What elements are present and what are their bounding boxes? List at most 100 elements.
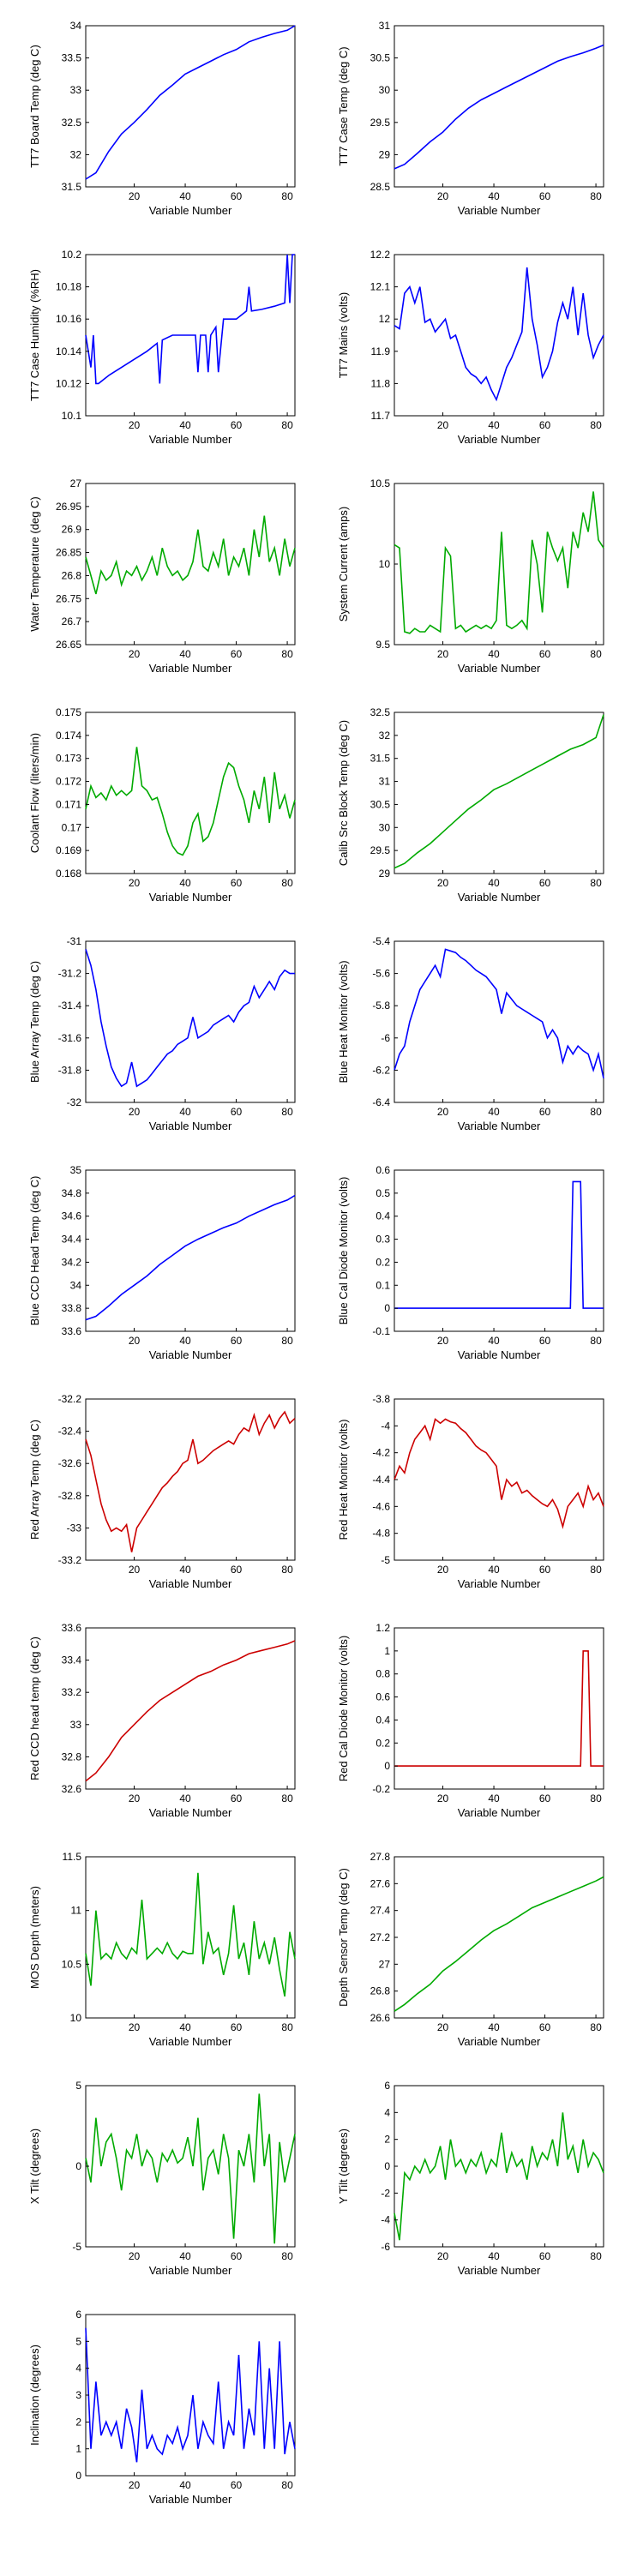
y-tick-label: -33 [67, 1522, 82, 1534]
y-tick-label: -33.2 [58, 1554, 82, 1566]
y-tick-label: 33 [70, 1719, 82, 1731]
y-tick-label: 0.2 [376, 1737, 390, 1749]
x-tick-label: 60 [231, 1792, 243, 1804]
x-tick-label: 20 [129, 648, 141, 660]
x-tick-label: 60 [231, 190, 243, 202]
plot-area [85, 1398, 296, 1561]
chart-panel: 20 40 60 80 9.5 10 10.5 Variable Number System C… [337, 477, 604, 675]
plot-area [85, 483, 296, 646]
y-tick-label: 30 [379, 84, 391, 96]
x-tick-label: 60 [231, 877, 243, 889]
x-tick-label: 20 [129, 1335, 141, 1347]
x-tick-label: 40 [179, 419, 191, 431]
x-tick-label: 80 [590, 1792, 602, 1804]
y-tick-label: -5 [72, 2241, 81, 2253]
y-tick-label: 27 [70, 477, 82, 489]
y-axis-label: TT7 Case Temp (deg C) [337, 46, 350, 165]
y-tick-label: 10.18 [56, 281, 81, 293]
y-axis-label: Blue Cal Diode Monitor (volts) [337, 1177, 350, 1325]
y-axis-label: Red Heat Monitor (volts) [337, 1420, 350, 1540]
series-line [394, 44, 604, 170]
y-tick-label: 30.5 [370, 798, 391, 810]
chart-panel: 20 40 60 80 26.65 26.7 26.75 26.8 26.85 26.9 26.95… [28, 477, 296, 675]
x-tick-label: 20 [129, 190, 141, 202]
x-tick-label: 60 [231, 1106, 243, 1118]
y-tick-label: 34 [70, 20, 82, 32]
y-tick-label: 9.5 [376, 639, 390, 651]
chart-panel: 20 40 60 80 26.6 26.8 27 27.2 27.4 27.6 27.8 Variab… [337, 1851, 604, 2048]
x-tick-label: 80 [590, 190, 602, 202]
x-axis-label: Variable Number [149, 2035, 232, 2048]
y-tick-label: 4 [384, 2106, 390, 2118]
x-tick-label: 80 [590, 877, 602, 889]
x-tick-label: 60 [539, 2021, 551, 2033]
x-tick-label: 20 [437, 648, 449, 660]
x-tick-label: 40 [179, 648, 191, 660]
y-tick-label: 10.5 [62, 1958, 82, 1970]
plot-area [394, 2085, 604, 2248]
x-tick-label: 80 [590, 1564, 602, 1576]
x-axis-label: Variable Number [149, 2264, 232, 2277]
x-tick-label: 60 [539, 1792, 551, 1804]
y-tick-label: 0.168 [56, 868, 81, 880]
y-tick-label: 33.8 [62, 1302, 82, 1314]
x-tick-label: 60 [231, 1335, 243, 1347]
plot-area [85, 25, 296, 188]
y-tick-label: 5 [75, 2335, 81, 2347]
x-tick-label: 40 [179, 877, 191, 889]
series-line [394, 1180, 604, 1309]
y-tick-label: 0.8 [376, 1668, 390, 1680]
y-axis-label: System Current (amps) [337, 507, 350, 621]
y-tick-label: -31 [67, 935, 82, 947]
y-tick-label: 6 [384, 2080, 390, 2092]
y-tick-label: -31.4 [58, 1000, 82, 1012]
y-tick-label: -6.4 [372, 1096, 390, 1108]
y-tick-label: 0 [75, 2160, 81, 2172]
x-tick-label: 80 [281, 1792, 293, 1804]
x-axis-label: Variable Number [149, 1806, 232, 1819]
y-tick-label: 32.6 [62, 1783, 82, 1795]
x-tick-label: 80 [590, 2250, 602, 2262]
y-tick-label: 26.7 [62, 615, 82, 627]
plot-area [394, 1627, 604, 1790]
x-axis-label: Variable Number [458, 1348, 541, 1361]
y-tick-label: 33.6 [62, 1325, 82, 1337]
y-tick-label: 0.4 [376, 1210, 390, 1222]
x-axis-label: Variable Number [458, 2264, 541, 2277]
x-tick-label: 60 [539, 1106, 551, 1118]
series-line [85, 2327, 296, 2463]
x-axis-label: Variable Number [458, 662, 541, 675]
y-tick-label: -4.4 [372, 1474, 390, 1486]
x-tick-label: 40 [179, 1335, 191, 1347]
x-tick-label: 60 [539, 190, 551, 202]
y-tick-label: 11.8 [371, 377, 391, 389]
x-tick-label: 40 [488, 1106, 500, 1118]
y-axis-label: Depth Sensor Temp (deg C) [337, 1868, 350, 2007]
x-tick-label: 80 [590, 2021, 602, 2033]
y-tick-label: 34 [70, 1279, 82, 1291]
series-line [394, 714, 604, 869]
x-axis-label: Variable Number [149, 1348, 232, 1361]
y-tick-label: 34.8 [62, 1187, 82, 1199]
y-tick-label: 0.6 [376, 1691, 390, 1703]
y-tick-label: 0.6 [376, 1164, 390, 1176]
y-tick-label: -5.6 [372, 968, 390, 980]
y-tick-label: 0.171 [56, 798, 81, 810]
x-axis-label: Variable Number [149, 204, 232, 217]
y-tick-label: 26.95 [56, 501, 81, 513]
x-tick-label: 80 [590, 419, 602, 431]
series-line [85, 254, 295, 385]
y-tick-label: 4 [75, 2363, 81, 2375]
y-tick-label: 26.9 [62, 524, 82, 536]
y-axis-label: Y Tilt (degrees) [337, 2129, 350, 2204]
y-tick-label: 0.2 [376, 1256, 390, 1268]
series-line [85, 1872, 296, 1997]
y-axis-label: TT7 Mains (volts) [337, 292, 350, 378]
y-tick-label: -2 [381, 2187, 390, 2199]
x-tick-label: 60 [539, 877, 551, 889]
chart-panel: 20 40 60 80 29 29.5 30 30.5 31 31.5 32 32.5 Variable… [337, 706, 604, 904]
y-tick-label: 0.169 [56, 844, 81, 856]
plot-area [394, 1856, 604, 2019]
y-tick-label: 31.5 [370, 753, 391, 765]
y-tick-label: 33 [70, 84, 82, 96]
